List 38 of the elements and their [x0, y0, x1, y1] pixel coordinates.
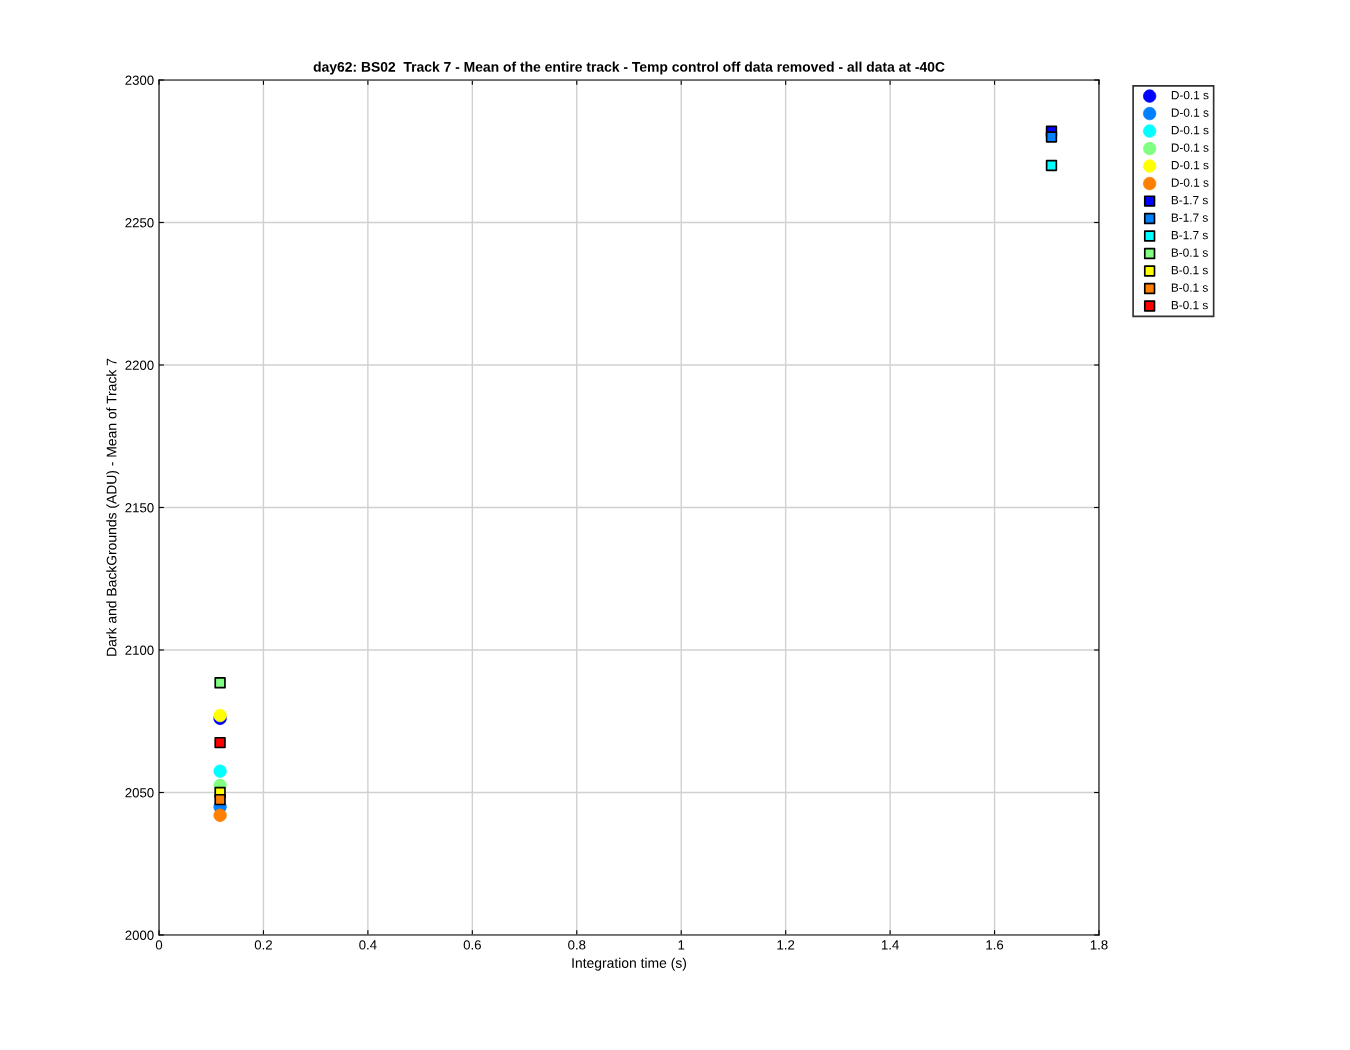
legend-label: B-1.7 s: [1171, 231, 1208, 240]
legend-label: B-1.7 s: [1171, 213, 1208, 222]
y-tick-label: 2050: [125, 788, 154, 798]
y-tick-label: 2150: [125, 503, 154, 513]
legend-label: B-0.1 s: [1171, 283, 1208, 292]
legend-label: D-0.1 s: [1171, 178, 1209, 187]
point: [1045, 131, 1058, 143]
y-tick-label: 2250: [125, 218, 154, 228]
legend-label: D-0.1 s: [1171, 143, 1209, 152]
x-tick-label: 1.6: [986, 940, 1004, 950]
legend-label: B-0.1 s: [1171, 248, 1208, 257]
x-tick-label: 0.6: [463, 940, 481, 950]
point: [214, 677, 226, 689]
point: [214, 793, 226, 806]
legend-label: D-0.1 s: [1171, 108, 1209, 117]
x-tick-label: 0.8: [568, 940, 586, 950]
point: [214, 736, 226, 749]
y-tick-label: 2300: [125, 75, 154, 85]
y-tick-label: 2100: [125, 645, 154, 655]
x-tick-label: 1.8: [1090, 940, 1108, 950]
x-axis-title: Integration time (s): [572, 957, 687, 971]
y-tick-label: 2200: [125, 360, 154, 370]
x-tick-label: 0: [155, 940, 163, 950]
x-tick-label: 0.4: [359, 940, 377, 950]
legend-label: B-1.7 s: [1171, 196, 1208, 205]
legend-label: D-0.1 s: [1171, 125, 1209, 135]
y-tick-label: 2000: [125, 930, 154, 940]
chart-title: day62: BS02 Track 7 - Mean of the entire track - Temp control off data removed - all data at -40C: [313, 61, 945, 75]
x-tick-label: 0.2: [254, 940, 272, 950]
point: [1045, 159, 1058, 172]
x-tick-label: 1: [678, 940, 685, 950]
x-tick-label: 1.4: [881, 940, 899, 950]
y-axis-title: Dark and BackGrounds (ADU) - Mean of Track 7: [106, 358, 120, 656]
legend-label: B-0.1 s: [1171, 300, 1208, 310]
legend-label: D-0.1 s: [1171, 90, 1209, 100]
legend-label: D-0.1 s: [1171, 160, 1209, 170]
legend-label: B-0.1 s: [1171, 265, 1208, 275]
x-tick-label: 1.2: [777, 940, 795, 950]
